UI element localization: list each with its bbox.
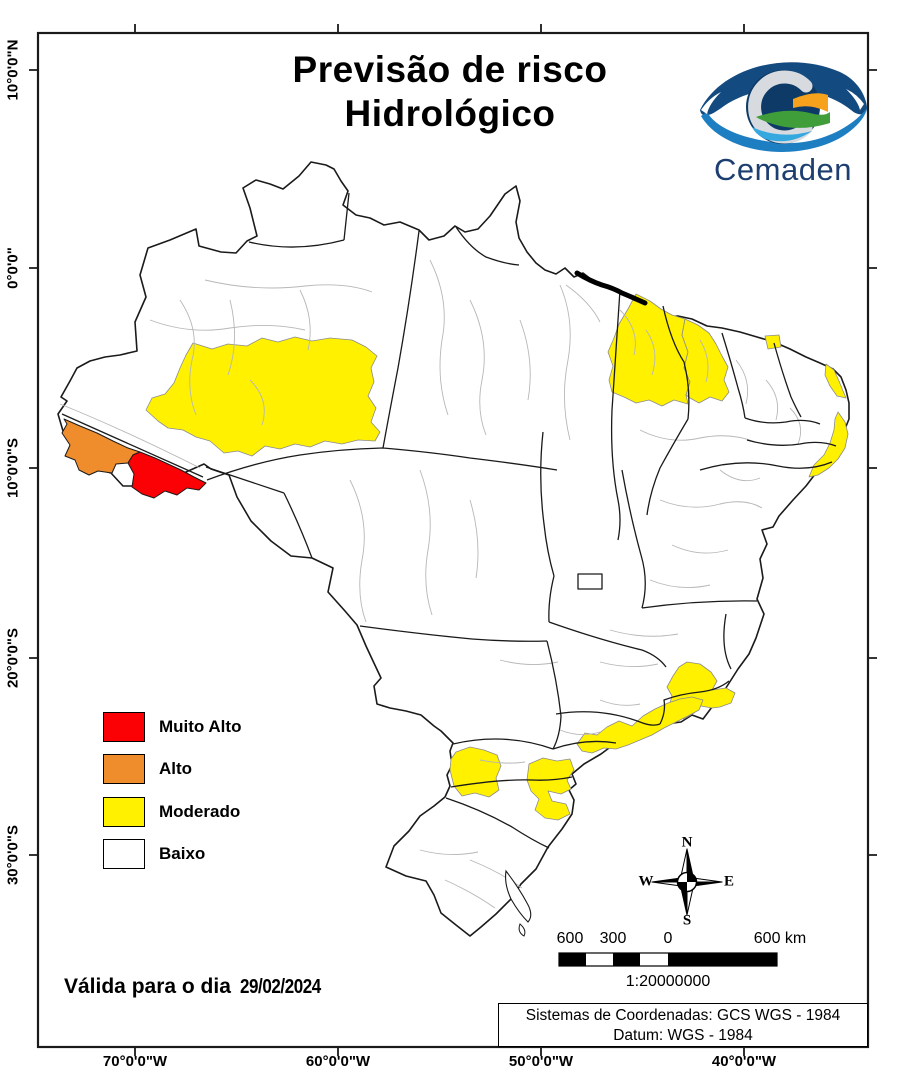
risk-region-alto-acre xyxy=(61,418,141,476)
risk-region-moderado-litoral-sp xyxy=(576,696,704,754)
legend-item-alto: Alto xyxy=(103,754,192,784)
crs-line2: Datum: WGS - 1984 xyxy=(613,1027,753,1044)
crs-line1: Sistemas de Coordenadas: GCS WGS - 1984 xyxy=(525,1007,841,1024)
page-title-line2: Hidrológico xyxy=(344,93,556,135)
scale-label-600-left: 600 xyxy=(556,930,584,947)
legend-item-moderado: Moderado xyxy=(103,797,240,827)
risk-regions xyxy=(61,293,849,821)
lon-label-40w: 40°0'0"W xyxy=(711,1053,777,1070)
lat-label-20s: 20°0'0"S xyxy=(4,627,22,689)
subregion-borders xyxy=(59,259,802,909)
state-borders xyxy=(61,192,837,849)
compass-n: N xyxy=(681,834,693,851)
cemaden-logo-icon xyxy=(700,62,867,152)
lagoon-shape xyxy=(505,869,532,923)
cemaden-logo-text: Cemaden xyxy=(714,152,852,187)
risk-region-muito-alto-acre xyxy=(127,451,207,499)
scale-ratio: 1:20000000 xyxy=(625,973,711,990)
cemaden-logo: Cemaden xyxy=(693,56,873,188)
compass-w: W xyxy=(638,873,654,890)
compass-rose xyxy=(651,848,723,916)
risk-region-moderado-litoral-al-se xyxy=(808,411,849,478)
legend-item-muito-alto: Muito Alto xyxy=(103,712,241,742)
thick-coastline xyxy=(574,270,648,306)
lon-label-50w: 50°0'0"W xyxy=(508,1053,574,1070)
lagoon-small-shape xyxy=(518,923,526,937)
legend-swatch-alto xyxy=(103,754,145,784)
validity: Válida para o dia 29/02/2024 xyxy=(64,975,335,999)
risk-region-moderado-maranhao xyxy=(607,293,691,407)
crs-box: Sistemas de Coordenadas: GCS WGS - 1984 … xyxy=(498,1003,868,1047)
legend-swatch-muito-alto xyxy=(103,712,145,742)
legend-label-moderado: Moderado xyxy=(159,802,241,821)
scale-label-600-km: 600 km xyxy=(753,930,807,947)
risk-region-moderado-santa-catarina xyxy=(526,757,575,821)
scale-label-0: 0 xyxy=(663,930,673,947)
validity-label: Válida para o dia xyxy=(64,975,231,998)
risk-region-moderado-parana xyxy=(449,746,502,798)
lon-label-70w: 70°0'0"W xyxy=(102,1053,168,1070)
compass-s: S xyxy=(682,912,692,929)
lat-label-10n: 10°0'0"N xyxy=(4,39,22,101)
page-title: Previsão de risco Hidrológico xyxy=(215,48,685,137)
lat-label-10s: 10°0'0"S xyxy=(4,437,22,499)
legend-item-baixo: Baixo xyxy=(103,839,205,869)
legend-label-muito-alto: Muito Alto xyxy=(159,717,242,736)
risk-region-moderado-ceara xyxy=(764,334,782,350)
risk-region-moderado-litoral-rn xyxy=(824,363,847,399)
validity-date: 29/02/2024 xyxy=(239,976,321,998)
lon-label-60w: 60°0'0"W xyxy=(305,1053,371,1070)
graticule-ticks xyxy=(29,24,877,1056)
lat-label-30s: 30°0'0"S xyxy=(4,824,22,886)
lat-label-0: 0°0'0" xyxy=(4,247,22,289)
scale-label-300: 300 xyxy=(599,930,627,947)
risk-region-moderado-amazonas xyxy=(145,336,381,457)
legend-swatch-moderado xyxy=(103,797,145,827)
legend-label-baixo: Baixo xyxy=(159,844,206,863)
legend-label-alto: Alto xyxy=(159,759,193,778)
legend-swatch-baixo xyxy=(103,839,145,869)
page-title-line1: Previsão de risco xyxy=(292,49,608,90)
scale-bar xyxy=(558,952,778,967)
compass-e: E xyxy=(723,873,735,890)
